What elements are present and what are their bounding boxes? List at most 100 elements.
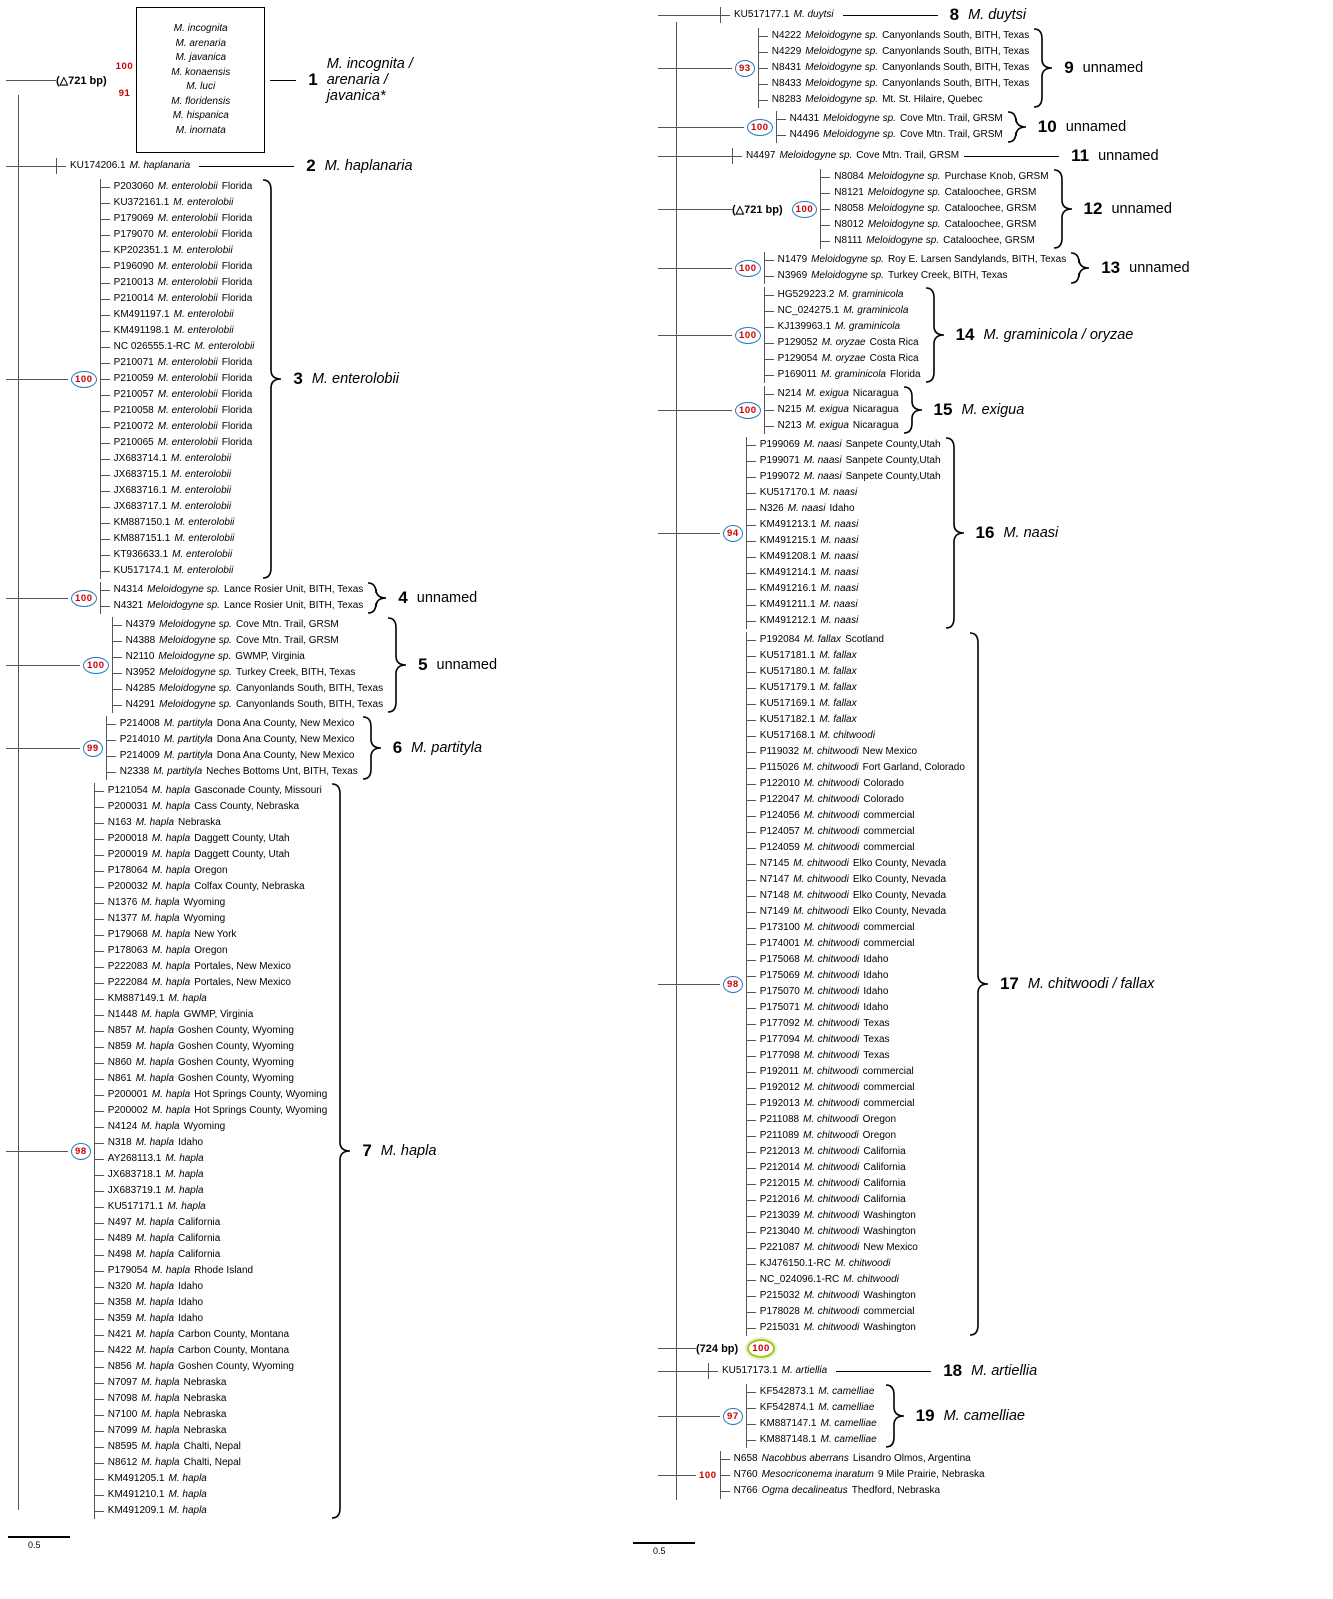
taxon-accession: KM491197.1 <box>113 309 170 320</box>
group-name: M. graminicola / oryzae <box>983 327 1134 343</box>
taxa-list: HG529223.2 M. graminicola NC_024275.1 M. gr… <box>763 287 921 383</box>
taxon-location: commercial <box>863 938 915 949</box>
taxon-accession: P210057 <box>113 389 154 400</box>
taxon-species: M. enterolobii <box>173 197 234 208</box>
taxon-accession: KF542874.1 <box>759 1402 815 1413</box>
bootstrap-group: 100 <box>71 370 97 388</box>
taxon-row: P211089 M. chitwoodi Oregon <box>747 1128 965 1144</box>
taxon-species: Meloidogyne sp. <box>159 667 232 678</box>
taxon-species: Meloidogyne sp. <box>805 94 879 105</box>
taxon-accession: N8012 <box>834 219 864 230</box>
taxon-location: Daggett County, Utah <box>194 833 290 844</box>
group-name: M. incognita / arenaria / javanica* <box>326 56 413 104</box>
taxon-row: P177092 M. chitwoodi Texas <box>747 1016 965 1032</box>
taxon-species: M. chitwoodi <box>803 826 860 837</box>
taxon-row: N7097 M. hapla Nebraska <box>95 1375 328 1391</box>
taxon-species: M. enterolobii <box>157 421 218 432</box>
taxon-species: M. hapla <box>141 1121 180 1132</box>
clade-group: (△721 bp) 100 N8084 Meloidogyne sp. Purchase… <box>658 169 1330 249</box>
taxon-species: M. chitwoodi <box>803 1050 860 1061</box>
taxon-species: M. chitwoodi <box>803 1290 860 1301</box>
taxon-location: Washington <box>863 1322 916 1333</box>
taxon-row: KU517174.1 M. enterolobii <box>101 563 259 579</box>
taxon-species: Meloidogyne sp. <box>866 235 940 246</box>
taxon-species: M. naasi <box>803 439 842 450</box>
bootstrap-value: 100 <box>747 118 773 136</box>
taxon-row: N326 M. naasi Idaho <box>747 501 941 517</box>
clade-brace <box>1071 252 1090 284</box>
taxon-accession: KJ139963.1 <box>777 321 832 332</box>
taxon-accession: N861 <box>107 1073 132 1084</box>
taxon-location: Canyonlands South, BITH, Texas <box>882 62 1030 73</box>
taxon-row: P200032 M. hapla Colfax County, Nebraska <box>95 879 328 895</box>
taxon-accession: N8431 <box>771 62 802 73</box>
taxon-accession: KM491210.1 <box>107 1489 165 1500</box>
taxon-location: Chalti, Nepal <box>183 1441 241 1452</box>
taxon-species: M. enterolobii <box>157 437 218 448</box>
group-name: M. artiellia <box>971 1363 1038 1379</box>
taxon-accession: P192011 <box>759 1066 800 1077</box>
taxon-accession: N7147 <box>759 874 790 885</box>
taxon-location: Turkey Creek, BITH, Texas <box>887 270 1008 281</box>
taxon-species: M. naasi <box>820 519 859 530</box>
branch-line <box>658 126 744 128</box>
clade-group: 100 HG529223.2 M. graminicola NC_024275.1 M.… <box>658 287 1330 383</box>
taxon-row: P203060 M. enterolobii Florida <box>101 179 259 195</box>
taxon-location: California <box>178 1217 221 1228</box>
taxon-location: Florida <box>221 405 253 416</box>
taxon-accession: KU517170.1 <box>759 487 816 498</box>
taxon-accession: N7098 <box>107 1393 138 1404</box>
group-name: unnamed <box>436 657 498 673</box>
taxon-species: M. haplanaria <box>129 160 191 171</box>
taxon-species: M. exigua <box>805 388 849 399</box>
taxon-species: M. hapla <box>167 1201 206 1212</box>
tree-column-left: (△721 bp) 100 91 M. incognita M. arenaria M. … <box>6 4 656 1522</box>
taxon-location: Idaho <box>829 503 855 514</box>
taxon-accession: P200032 <box>107 881 148 892</box>
taxon-species: M. hapla <box>135 1025 175 1036</box>
taxon-location: commercial <box>863 1082 915 1093</box>
taxon-species: Mesocriconema inaratum <box>761 1469 874 1480</box>
taxon-accession: KM491216.1 <box>759 583 817 594</box>
taxon-accession: KU517174.1 <box>113 565 170 576</box>
taxon-species: Meloidogyne sp. <box>823 129 896 140</box>
bootstrap-group: 98 <box>723 975 743 993</box>
taxon-accession: N4321 <box>113 600 144 611</box>
taxon-species: M. camelliae <box>820 1434 877 1445</box>
clade-brace <box>945 437 964 629</box>
taxon-accession: N4285 <box>125 683 156 694</box>
taxon-row: P122047 M. chitwoodi Colorado <box>747 792 965 808</box>
taxon-accession: P175070 <box>759 986 800 997</box>
species-name: M. floridensis <box>171 95 231 107</box>
taxon-species: Meloidogyne sp. <box>779 150 853 161</box>
branch-line <box>658 409 732 411</box>
taxon-species: Meloidogyne sp. <box>159 635 232 646</box>
taxon-species: M. chitwoodi <box>803 778 860 789</box>
taxon-accession: P210059 <box>113 373 154 384</box>
taxon-row: P210013 M. enterolobii Florida <box>101 275 259 291</box>
branch-length-label: (△721 bp) <box>732 203 783 216</box>
taxon-location: Cove Mtn. Trail, GRSM <box>235 619 339 630</box>
taxon-accession: P200018 <box>107 833 148 844</box>
taxon-accession: N8433 <box>771 78 802 89</box>
group-number: 14 <box>955 325 975 344</box>
taxon-species: M. chitwoodi <box>793 906 849 917</box>
clade-brace <box>885 1384 904 1448</box>
taxon-species: M. graminicola <box>838 289 904 300</box>
taxon-accession: P213040 <box>759 1226 800 1237</box>
taxa-list: P192084 M. fallax Scotland KU517181.1 M. fal… <box>745 632 965 1336</box>
taxa-list: P199069 M. naasi Sanpete County,Utah P19907… <box>745 437 941 629</box>
group-number: 5 <box>418 655 428 674</box>
clade-group: 97 KF542873.1 M. camelliae KF542874.1 M. cam… <box>658 1384 1330 1448</box>
species-name: M. hispanica <box>172 110 229 121</box>
taxon-row: N163 M. hapla Nebraska <box>95 815 328 831</box>
clade-group: 100 N658 Nacobbus aberrans Lisandro Olmos, … <box>658 1451 1330 1499</box>
taxon-accession: P121054 <box>107 785 148 796</box>
taxon-accession: P211089 <box>759 1130 800 1141</box>
taxon-location: Colfax County, Nebraska <box>194 881 305 892</box>
taxon-row: N4379 Meloidogyne sp. Cove Mtn. Trail, GRS… <box>113 617 383 633</box>
taxon-species: M. hapla <box>141 913 180 924</box>
taxon-row: NC_024096.1-RC M. chitwoodi <box>747 1272 965 1288</box>
taxon-species: M. hapla <box>151 961 191 972</box>
taxon-species: M. chitwoodi <box>803 1226 860 1237</box>
